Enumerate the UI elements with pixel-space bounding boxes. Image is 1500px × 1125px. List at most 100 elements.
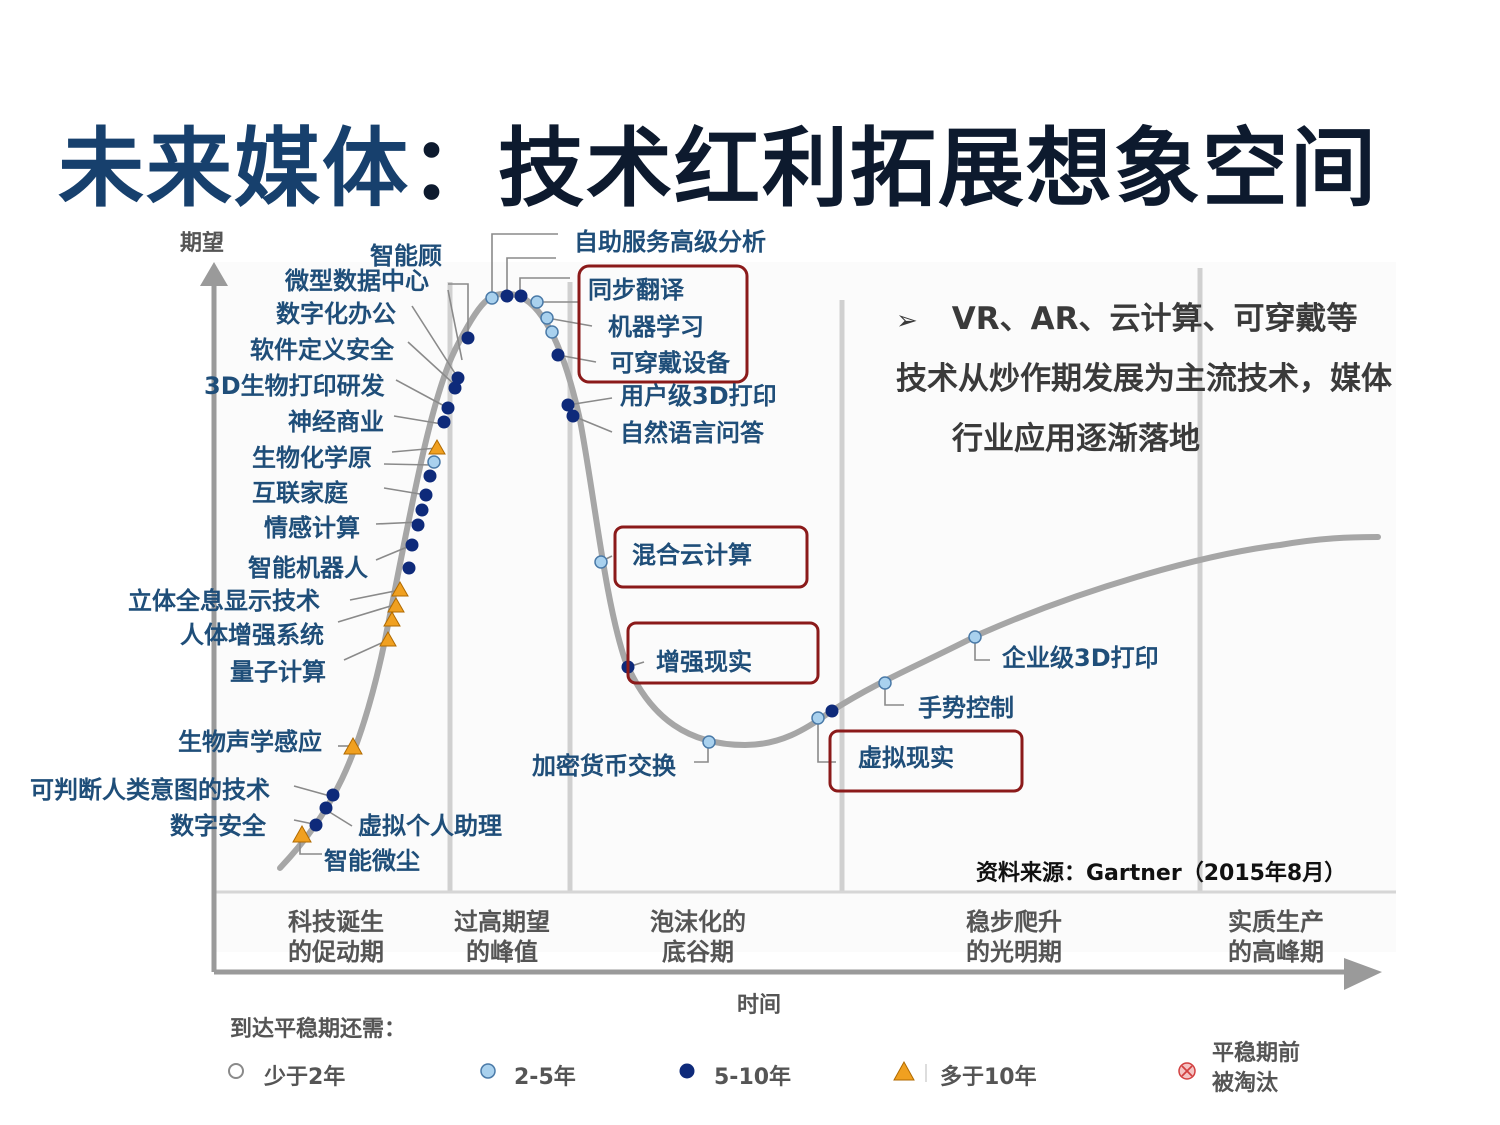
marker-dark-blue-icon — [423, 469, 437, 483]
marker-light-blue-icon — [540, 311, 554, 325]
slide-title: 未来媒体：技术红利拓展想象空间 — [58, 98, 1378, 223]
tech-label: 软件定义安全 — [250, 336, 395, 364]
marker-dark-blue-icon — [319, 801, 333, 815]
y-axis-arrow-icon — [200, 262, 228, 286]
tech-label: 数字化办公 — [276, 300, 396, 328]
marker-dark-blue-icon — [551, 348, 565, 362]
marker-dark-blue-icon — [415, 503, 429, 517]
tech-label: 智能机器人 — [248, 554, 368, 582]
tech-label: 生物声学感应 — [178, 728, 322, 756]
marker-dark-blue-icon — [514, 289, 528, 303]
tech-label: 情感计算 — [264, 514, 360, 542]
marker-light-blue-icon — [702, 735, 716, 749]
slide-title-part1: 未来媒体 — [58, 119, 410, 219]
highlight-box-ar — [626, 621, 820, 685]
legend-light-blue-circle-icon — [480, 1063, 496, 1079]
tech-label: 量子计算 — [230, 658, 326, 686]
bullet-line-3: 行业应用逐渐落地 — [952, 421, 1200, 457]
phase-label-line1: 实质生产 — [1228, 908, 1324, 936]
y-axis-label: 期望 — [180, 231, 224, 256]
legend: 到达平稳期还需： 少于2年 2-5年 5-10年 多于10年 平稳期前 被淘汰 — [228, 1016, 1300, 1096]
tech-label: 用户级3D打印 — [620, 382, 777, 410]
tech-label: 混合云计算 — [632, 541, 752, 569]
marker-light-blue-icon — [968, 630, 982, 644]
marker-light-blue-icon — [594, 555, 608, 569]
marker-orange-triangle-icon — [292, 824, 312, 843]
tech-label: 智能顾 — [370, 242, 442, 270]
marker-light-blue-icon — [485, 291, 499, 305]
legend-dark-blue-circle-icon — [679, 1063, 695, 1079]
axes — [200, 262, 1382, 990]
marker-orange-triangle-icon — [428, 438, 446, 455]
marker-orange-triangle-icon — [387, 596, 405, 613]
tech-label: 自然语言问答 — [620, 419, 765, 447]
tech-label: 生物化学原 — [252, 444, 372, 472]
phase-label-line2: 的光明期 — [966, 938, 1062, 966]
legend-orange-triangle-icon — [893, 1060, 915, 1081]
marker-orange-triangle-icon — [343, 736, 363, 755]
tech-label: 企业级3D打印 — [1002, 644, 1159, 672]
tech-label: 可穿戴设备 — [610, 349, 731, 377]
tech-label: 同步翻译 — [588, 276, 685, 304]
legend-hollow-circle-icon — [228, 1063, 244, 1079]
technology-labels: 自助服务高级分析 智能顾 微型数据中心 数字化办公 同步翻译 机器学习 可穿戴设… — [30, 228, 1159, 875]
marker-light-blue-icon — [878, 676, 892, 690]
legend-label: 2-5年 — [514, 1064, 576, 1090]
marker-dark-blue-icon — [419, 488, 433, 502]
source-note: 资料来源：Gartner（2015年8月） — [976, 860, 1346, 886]
tech-label: 数字安全 — [170, 812, 267, 840]
phase-label-line2: 的峰值 — [466, 938, 538, 966]
marker-dark-blue-icon — [441, 401, 455, 415]
marker-orange-triangle-icon — [383, 610, 401, 627]
callout-leaders — [293, 233, 990, 855]
marker-dark-blue-icon — [825, 704, 839, 718]
marker-dark-blue-icon — [448, 381, 462, 395]
marker-dark-blue-icon — [566, 409, 580, 423]
tech-label: 微型数据中心 — [284, 267, 429, 295]
tech-label: 机器学习 — [608, 313, 704, 341]
legend-label: 5-10年 — [714, 1064, 791, 1090]
phase-label-line1: 过高期望 — [454, 908, 550, 936]
marker-orange-triangle-icon — [379, 630, 397, 647]
legend-title: 到达平稳期还需： — [230, 1016, 406, 1042]
legend-label-line2: 被淘汰 — [1212, 1070, 1279, 1096]
tech-label: 自助服务高级分析 — [574, 228, 766, 256]
tech-label: 加密货币交换 — [532, 752, 677, 780]
marker-dark-blue-icon — [411, 518, 425, 532]
legend-label: 多于10年 — [940, 1064, 1037, 1090]
tech-label: 虚拟现实 — [858, 744, 954, 772]
marker-dark-blue-icon — [451, 371, 465, 385]
tech-label: 智能微尘 — [324, 847, 420, 875]
tech-label: 增强现实 — [656, 648, 752, 676]
phase-labels: 科技诞生 的促动期 过高期望 的峰值 泡沫化的 底谷期 稳步爬升 的光明期 实质… — [288, 908, 1324, 966]
tech-label: 3D生物打印研发 — [204, 372, 385, 400]
marker-dark-blue-icon — [461, 331, 475, 345]
legend-red-cross-circle-icon — [1178, 1062, 1196, 1080]
phase-label-line2: 的促动期 — [288, 938, 384, 966]
tech-label: 人体增强系统 — [180, 621, 324, 649]
highlight-box-vr — [828, 729, 1024, 793]
x-axis-arrow-icon — [1344, 958, 1382, 990]
phase-label-line2: 底谷期 — [662, 938, 734, 966]
highlight-box-hybrid-cloud — [613, 525, 809, 589]
tech-label: 互联家庭 — [252, 479, 348, 507]
legend-label: 少于2年 — [263, 1064, 345, 1090]
tech-label: 神经商业 — [288, 408, 384, 436]
marker-orange-triangle-icon — [391, 580, 409, 597]
marker-dark-blue-icon — [405, 538, 419, 552]
tech-label: 虚拟个人助理 — [358, 812, 502, 840]
tech-label: 可判断人类意图的技术 — [30, 776, 270, 804]
bullet-line-1: ➢ VR、AR、云计算、可穿戴等 — [896, 293, 1358, 338]
phase-label-line1: 泡沫化的 — [650, 908, 746, 936]
marker-dark-blue-icon — [561, 398, 575, 412]
phase-label-line1: 科技诞生 — [288, 908, 384, 936]
marker-dark-blue-icon — [309, 818, 323, 832]
tech-label: 立体全息显示技术 — [128, 587, 320, 615]
marker-dark-blue-icon — [437, 415, 451, 429]
tech-label: 手势控制 — [918, 694, 1014, 722]
marker-dark-blue-icon — [326, 788, 340, 802]
curve-markers — [292, 289, 982, 843]
marker-light-blue-icon — [811, 711, 825, 725]
hype-curve — [277, 290, 1381, 871]
bullet-arrow-icon: ➢ — [896, 306, 918, 336]
